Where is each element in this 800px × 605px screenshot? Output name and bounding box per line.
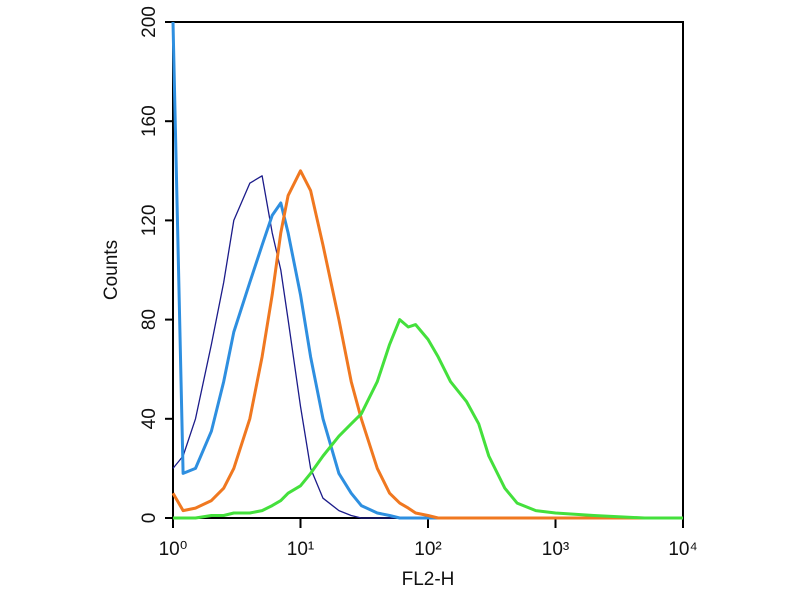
y-axis-label: Counts <box>101 240 122 300</box>
histogram-line <box>173 318 683 520</box>
x-tick-label: 10³ <box>542 539 569 560</box>
plot-frame <box>172 21 684 519</box>
y-tick-label: 120 <box>139 205 160 237</box>
x-tick-label: 10¹ <box>287 539 314 560</box>
x-tick-label: 10² <box>414 539 441 560</box>
y-tick-label: 40 <box>139 408 160 429</box>
x-tick-label: 10⁴ <box>668 539 697 560</box>
y-tick-label: 160 <box>139 105 160 137</box>
y-tick-label: 200 <box>139 6 160 38</box>
histogram-line <box>172 175 683 519</box>
y-tick-label: 80 <box>139 309 160 330</box>
x-tick-label: 10⁰ <box>159 539 188 560</box>
histogram-line <box>171 21 683 520</box>
y-tick-label: 0 <box>139 513 160 524</box>
histogram-line <box>171 169 683 520</box>
x-axis-label: FL2-H <box>402 569 455 590</box>
